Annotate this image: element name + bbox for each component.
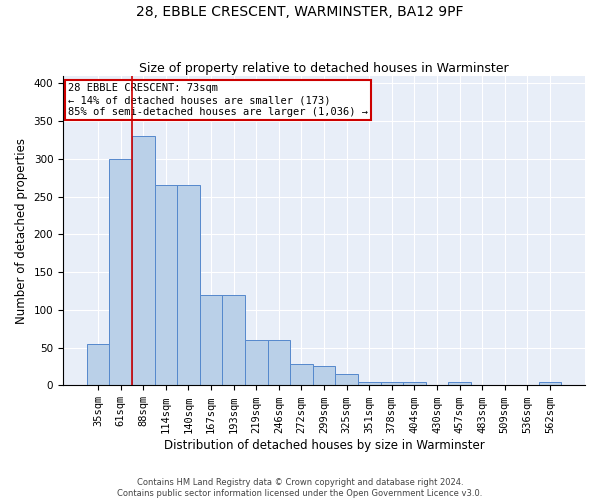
- Bar: [87, 344, 109, 386]
- Bar: [177, 185, 200, 386]
- Text: Contains HM Land Registry data © Crown copyright and database right 2024.
Contai: Contains HM Land Registry data © Crown c…: [118, 478, 482, 498]
- Bar: [358, 382, 380, 386]
- Text: 28 EBBLE CRESCENT: 73sqm
← 14% of detached houses are smaller (173)
85% of semi-: 28 EBBLE CRESCENT: 73sqm ← 14% of detach…: [68, 84, 368, 116]
- Bar: [448, 382, 471, 386]
- Bar: [290, 364, 313, 386]
- Title: Size of property relative to detached houses in Warminster: Size of property relative to detached ho…: [139, 62, 509, 74]
- Bar: [335, 374, 358, 386]
- Bar: [539, 382, 561, 386]
- X-axis label: Distribution of detached houses by size in Warminster: Distribution of detached houses by size …: [164, 440, 484, 452]
- Bar: [403, 382, 425, 386]
- Text: 28, EBBLE CRESCENT, WARMINSTER, BA12 9PF: 28, EBBLE CRESCENT, WARMINSTER, BA12 9PF: [136, 5, 464, 19]
- Bar: [223, 294, 245, 386]
- Bar: [155, 185, 177, 386]
- Bar: [200, 294, 223, 386]
- Bar: [268, 340, 290, 386]
- Bar: [313, 366, 335, 386]
- Bar: [109, 158, 132, 386]
- Bar: [245, 340, 268, 386]
- Y-axis label: Number of detached properties: Number of detached properties: [15, 138, 28, 324]
- Bar: [132, 136, 155, 386]
- Bar: [380, 382, 403, 386]
